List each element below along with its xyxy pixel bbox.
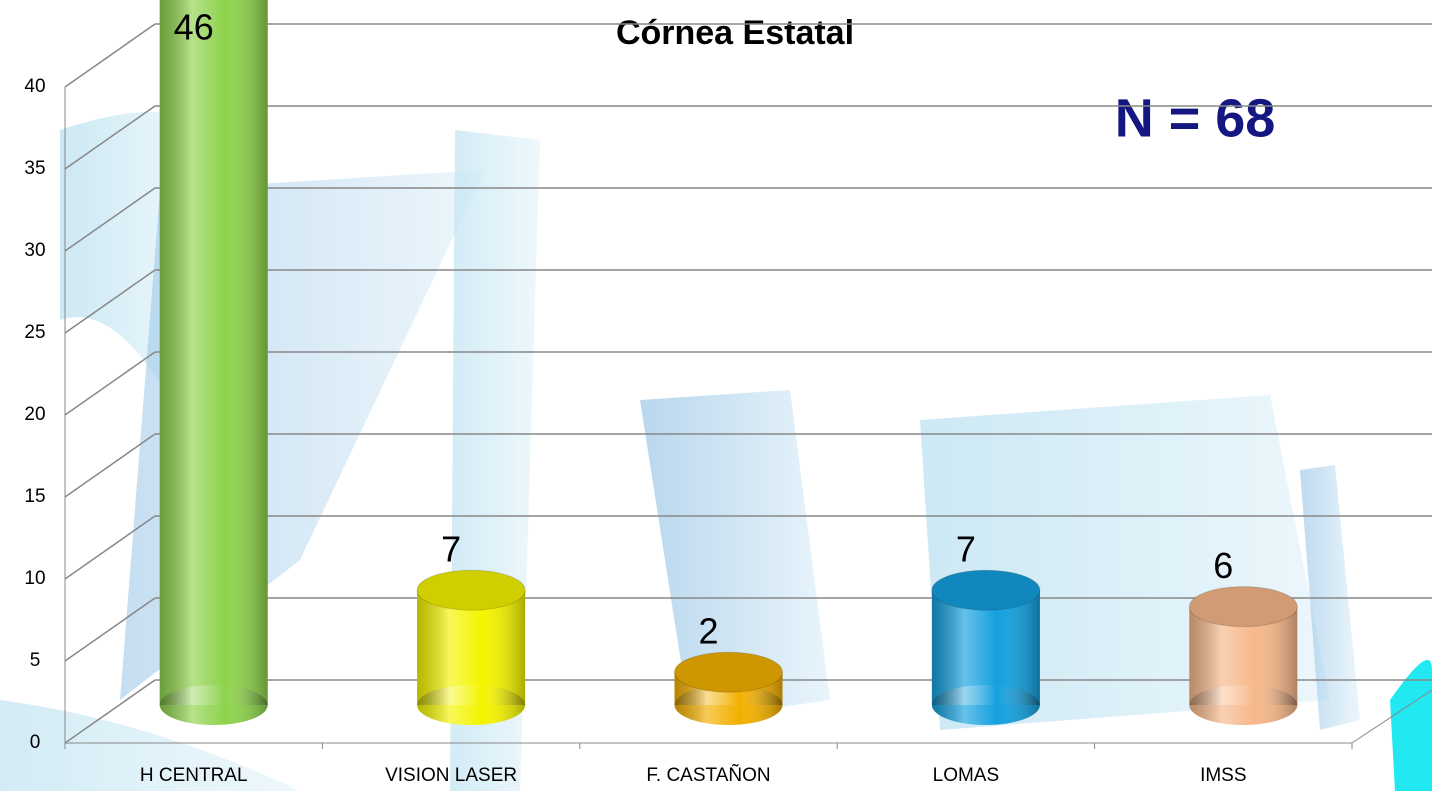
value-label: 2 xyxy=(698,611,718,652)
y-tick-label: 25 xyxy=(24,322,45,343)
bar-top xyxy=(417,570,525,610)
y-tick-label: 10 xyxy=(24,568,45,589)
bar-bottom-shade xyxy=(1189,685,1297,725)
value-label: 6 xyxy=(1213,545,1233,586)
value-label: 7 xyxy=(441,529,461,570)
value-label: 7 xyxy=(956,529,976,570)
bar-bottom-shade xyxy=(160,685,268,725)
x-tick-label: F. CASTAÑON xyxy=(646,764,770,786)
chart: Córnea Estatal N = 68 0 5 10 15 20 25 30 35 40 H … xyxy=(0,0,1432,791)
bar-top xyxy=(675,652,783,692)
y-tick-label: 35 xyxy=(24,158,45,179)
x-tick-label: VISION LASER xyxy=(385,765,517,786)
x-tick-label: H CENTRAL xyxy=(140,765,248,786)
y-tick-label: 15 xyxy=(24,486,45,507)
y-tick-label: 0 xyxy=(30,732,41,753)
grid-line xyxy=(65,24,155,87)
chart-title: Córnea Estatal xyxy=(616,14,854,52)
y-tick-label: 40 xyxy=(24,76,45,97)
page: Córnea Estatal N = 68 0 5 10 15 20 25 30 35 40 H … xyxy=(0,0,1432,791)
bar-bottom-shade xyxy=(932,685,1040,725)
annotation: N = 68 xyxy=(1115,88,1276,148)
y-tick-label: 5 xyxy=(30,650,41,671)
grid-line xyxy=(65,352,155,415)
y-tick-label: 30 xyxy=(24,240,45,261)
bar-shade xyxy=(160,0,268,705)
bar-top xyxy=(1189,587,1297,627)
x-tick-label: LOMAS xyxy=(933,765,1000,786)
y-tick-label: 20 xyxy=(24,404,45,425)
bar-top xyxy=(932,570,1040,610)
value-label: 46 xyxy=(174,7,214,48)
x-tick-label: IMSS xyxy=(1200,765,1246,786)
bar-bottom-shade xyxy=(417,685,525,725)
